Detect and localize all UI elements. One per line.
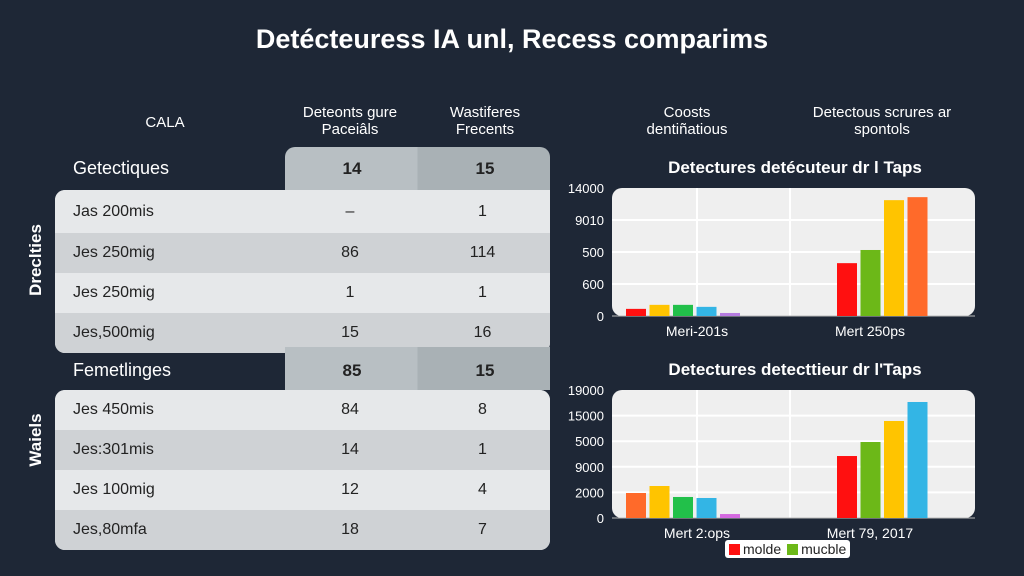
- bar: [673, 304, 693, 316]
- row-label: Jes 250mig: [73, 244, 155, 261]
- y-tick-label: 5000: [575, 434, 604, 449]
- cell-value: 1: [478, 202, 487, 220]
- chart-title-2: Detectures detecttieur dr l'Taps: [668, 360, 922, 379]
- section-value: 15: [475, 159, 495, 178]
- table-row: Jes:301mis 14 1: [55, 430, 550, 470]
- bar: [720, 514, 740, 518]
- chart-column-header-2: Detectous scrures ar spontols: [812, 104, 952, 138]
- bar: [837, 456, 857, 518]
- legend-label: mucble: [801, 541, 847, 557]
- table-row: Jes,500mig 15 16: [55, 313, 550, 353]
- table-row: Jes 250mig 86 114: [55, 233, 550, 273]
- bar: [649, 486, 670, 518]
- bar: [720, 312, 740, 316]
- column-header-2: Wastiferes Frecents: [449, 104, 521, 138]
- chart-column-header-1: Coosts dentiñatious: [646, 104, 728, 138]
- column-header-cala: CALA: [145, 114, 185, 131]
- legend-item: mucble: [787, 541, 846, 557]
- legend-label: molde: [743, 541, 782, 557]
- x-category-label: Mert 250ps: [835, 323, 905, 339]
- bar: [626, 493, 646, 518]
- cell-value: 84: [341, 401, 359, 418]
- row-label: Jes 450mis: [73, 401, 154, 418]
- y-tick-label: 600: [582, 277, 604, 292]
- y-tick-label: 19000: [568, 383, 604, 398]
- cell-value: 4: [478, 481, 487, 498]
- cell-value: 14: [341, 441, 359, 458]
- y-tick-label: 0: [597, 511, 604, 526]
- cell-value: 12: [341, 481, 359, 498]
- row-label: Jes 250mig: [73, 284, 155, 301]
- x-category-label: Meri-201s: [666, 323, 728, 339]
- y-tick-label: 14000: [568, 181, 604, 196]
- y-tick-label: 500: [582, 245, 604, 260]
- x-category-label: Mert 79, 2017: [827, 525, 914, 541]
- bar-chart-1: 0 600 500 9010 14000 Meri-201s Mert 250ps: [568, 181, 975, 339]
- row-label: Jas 200mis: [73, 202, 154, 220]
- cell-value: 1: [478, 441, 487, 458]
- y-tick-label: 9010: [575, 213, 604, 228]
- bar: [837, 263, 857, 316]
- cell-value: 15: [341, 324, 359, 341]
- y-tick-label: 15000: [568, 409, 604, 424]
- table-row: Jas 200mis – 1: [55, 190, 550, 233]
- table-row: Jes 250mig 1 1: [55, 273, 550, 313]
- row-label: Jes,500mig: [73, 324, 155, 341]
- cell-value: 8: [478, 401, 487, 418]
- cell-value: 114: [469, 244, 496, 261]
- cell-value: 7: [478, 521, 487, 538]
- bar: [884, 200, 904, 316]
- cell-value: 1: [478, 284, 487, 301]
- table-section-1: Jas 200mis –1 Jes 250mig 86 114 Jes 250mig 1 1 J…: [55, 190, 550, 353]
- y-tick-label: 2000: [575, 485, 604, 500]
- table-row: Jes 100mig 12 4: [55, 470, 550, 510]
- row-label: Jes,80mfa: [73, 521, 147, 538]
- row-label: Jes:301mis: [73, 441, 154, 458]
- cell-value: 1: [345, 284, 355, 301]
- table-section-2: Jes 450mis 84 8 Jes:301mis 14 1 Jes 100mig 12 4 J…: [55, 390, 550, 550]
- section-value: 85: [342, 361, 362, 380]
- side-label-1: Dreclties: [26, 224, 45, 296]
- row-label: Jes 100mig: [73, 481, 155, 498]
- section-name: Femetlinges: [73, 360, 172, 380]
- table-row: Jes 450mis 84 8: [55, 390, 550, 430]
- bar: [860, 249, 881, 316]
- side-label-2: Waiels: [26, 413, 45, 467]
- cell-value: 86: [341, 244, 359, 261]
- legend-swatch: [729, 544, 740, 555]
- legend-swatch: [787, 544, 799, 555]
- bar: [649, 304, 670, 316]
- section-name: Getectiques: [73, 158, 170, 178]
- chart-title-1: Detectures detécuteur dr l Taps: [668, 158, 922, 177]
- page-title: Detécteuress IA unl, Recess comparims: [255, 24, 769, 54]
- bar: [696, 497, 717, 518]
- y-tick-label: 9000: [575, 460, 604, 475]
- bar-chart-2: 0 2000 9000 5000 15000 19000 Mert 2:ops Mert 79…: [568, 383, 975, 541]
- x-category-label: Mert 2:ops: [664, 525, 730, 541]
- column-header-1: Deteonts gure Paceiâls: [302, 104, 398, 138]
- cell-value: 18: [341, 521, 359, 538]
- bar: [907, 197, 928, 316]
- bar: [860, 442, 881, 518]
- bar: [673, 496, 693, 518]
- legend-item: molde: [729, 541, 781, 557]
- table-row: Jes,80mfa 18 7: [55, 510, 550, 550]
- bar: [907, 401, 928, 518]
- bar: [696, 306, 717, 316]
- bar: [884, 420, 904, 518]
- section-header-bg: [285, 147, 550, 190]
- chart-legend: molde mucble: [725, 540, 851, 558]
- cell-value: –: [345, 202, 355, 220]
- section-header-bg: [285, 347, 550, 390]
- cell-value: 16: [473, 324, 492, 341]
- bar: [626, 308, 646, 316]
- section-value: 14: [342, 159, 362, 178]
- y-tick-label: 0: [597, 309, 604, 324]
- section-value: 15: [475, 361, 495, 380]
